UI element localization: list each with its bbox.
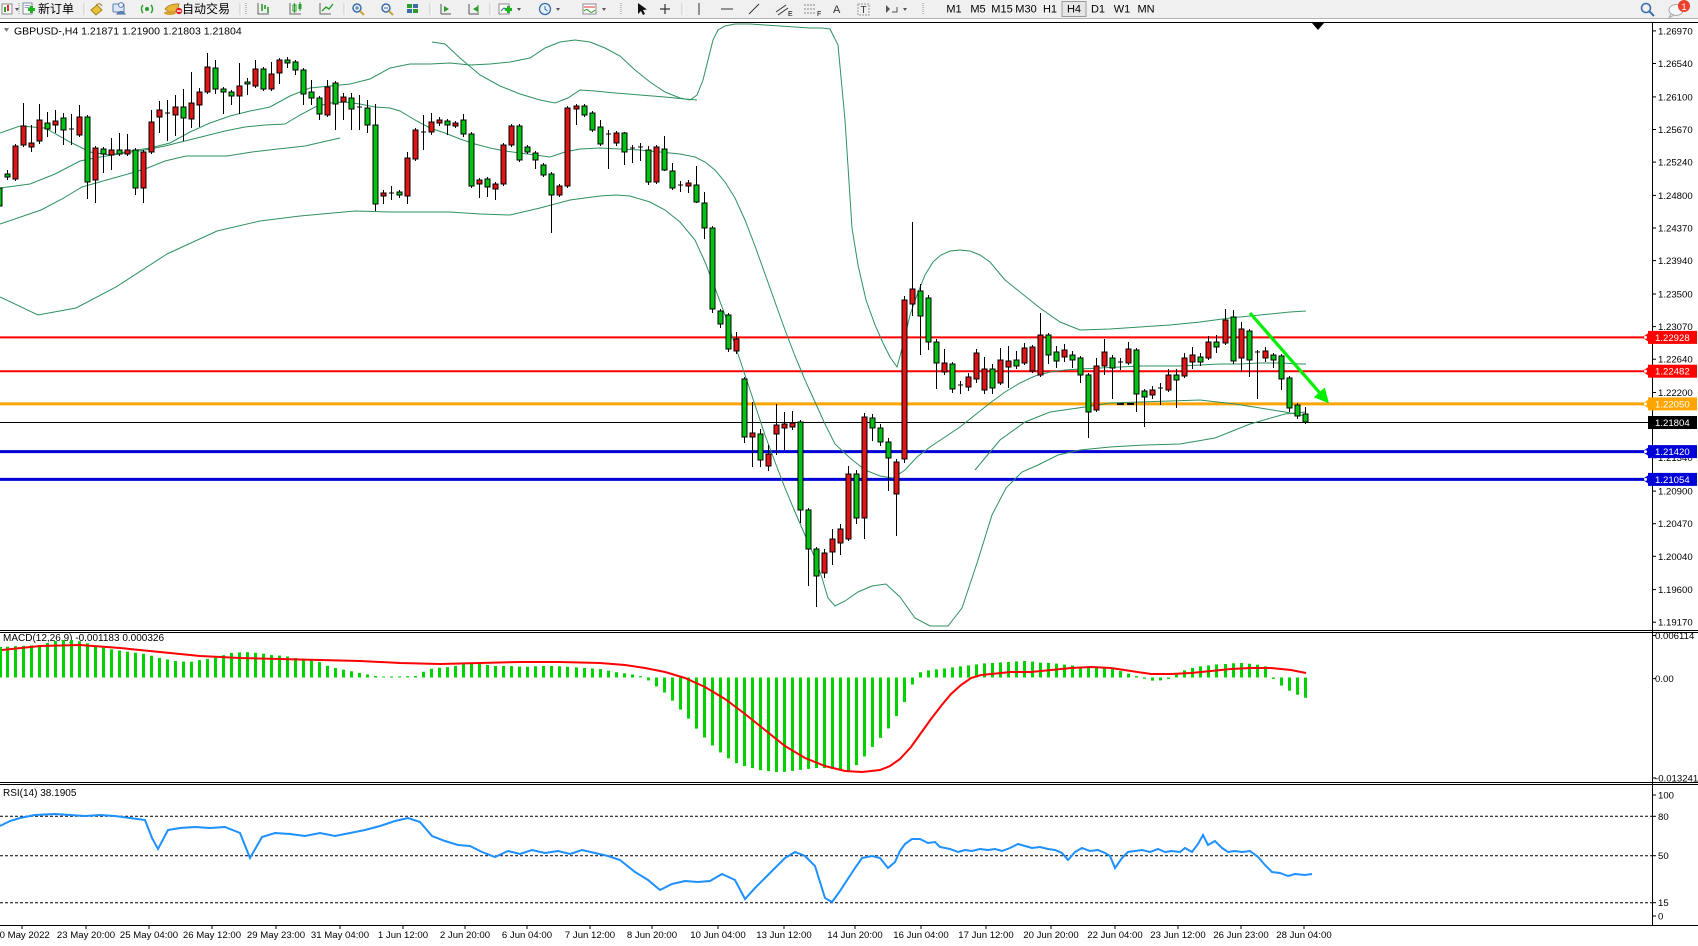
svg-text:E: E bbox=[788, 11, 793, 18]
svg-text:7 Jun 12:00: 7 Jun 12:00 bbox=[565, 930, 615, 941]
svg-text:GBPUSD-,H4 1.21871 1.21900 1.: GBPUSD-,H4 1.21871 1.21900 1.21803 1.218… bbox=[14, 26, 242, 38]
svg-text:T: T bbox=[861, 5, 867, 16]
svg-text:D1: D1 bbox=[1091, 4, 1105, 16]
svg-text:23 May 20:00: 23 May 20:00 bbox=[57, 930, 115, 941]
svg-text:H1: H1 bbox=[1043, 4, 1057, 16]
svg-text:MN: MN bbox=[1137, 4, 1154, 16]
svg-text:23 Jun 12:00: 23 Jun 12:00 bbox=[1150, 930, 1205, 941]
svg-text:0: 0 bbox=[1658, 912, 1663, 923]
svg-text:1.23940: 1.23940 bbox=[1658, 256, 1693, 267]
svg-text:0.00: 0.00 bbox=[1655, 674, 1674, 685]
svg-text:1.19600: 1.19600 bbox=[1658, 585, 1693, 596]
svg-text:1.26540: 1.26540 bbox=[1658, 59, 1693, 70]
svg-text:M5: M5 bbox=[970, 4, 985, 16]
svg-text:1.20040: 1.20040 bbox=[1658, 552, 1693, 563]
svg-text:1.22200: 1.22200 bbox=[1658, 388, 1693, 399]
svg-text:28 Jun 04:00: 28 Jun 04:00 bbox=[1276, 930, 1331, 941]
svg-text:1.20470: 1.20470 bbox=[1658, 519, 1693, 530]
svg-text:M1: M1 bbox=[946, 4, 961, 16]
svg-text:1.22482: 1.22482 bbox=[1655, 367, 1690, 378]
svg-text:H4: H4 bbox=[1067, 4, 1081, 16]
svg-text:1.25240: 1.25240 bbox=[1658, 158, 1693, 169]
svg-text:29 May 23:00: 29 May 23:00 bbox=[247, 930, 305, 941]
svg-text:1.21420: 1.21420 bbox=[1655, 447, 1690, 458]
svg-text:8 Jun 20:00: 8 Jun 20:00 bbox=[627, 930, 677, 941]
svg-text:1.23500: 1.23500 bbox=[1658, 290, 1693, 301]
svg-text:20 Jun 20:00: 20 Jun 20:00 bbox=[1023, 930, 1078, 941]
svg-text:13 Jun 12:00: 13 Jun 12:00 bbox=[756, 930, 811, 941]
svg-text:1.26970: 1.26970 bbox=[1658, 26, 1693, 37]
svg-text:26 Jun 23:00: 26 Jun 23:00 bbox=[1213, 930, 1268, 941]
svg-text:F: F bbox=[817, 11, 821, 18]
svg-text:1.24800: 1.24800 bbox=[1658, 191, 1693, 202]
svg-text:MACD(12,26,9) -0.001183 0.0003: MACD(12,26,9) -0.001183 0.000326 bbox=[3, 633, 164, 644]
svg-text:新订单: 新订单 bbox=[38, 1, 74, 16]
svg-text:17 Jun 12:00: 17 Jun 12:00 bbox=[958, 930, 1013, 941]
svg-text:22 Jun 04:00: 22 Jun 04:00 bbox=[1087, 930, 1142, 941]
svg-text:1.24370: 1.24370 bbox=[1658, 224, 1693, 235]
svg-text:1: 1 bbox=[1681, 2, 1686, 12]
svg-text:1.21804: 1.21804 bbox=[1655, 418, 1690, 429]
svg-text:-0.013241: -0.013241 bbox=[1655, 774, 1698, 785]
svg-text:1.23070: 1.23070 bbox=[1658, 322, 1693, 333]
svg-text:1.21054: 1.21054 bbox=[1655, 475, 1690, 486]
svg-text:1.25670: 1.25670 bbox=[1658, 125, 1693, 136]
svg-text:1.19170: 1.19170 bbox=[1658, 618, 1693, 629]
svg-text:100: 100 bbox=[1658, 791, 1674, 802]
svg-text:1.22640: 1.22640 bbox=[1658, 355, 1693, 366]
svg-text:6 Jun 04:00: 6 Jun 04:00 bbox=[502, 930, 552, 941]
svg-text:16 Jun 04:00: 16 Jun 04:00 bbox=[893, 930, 948, 941]
svg-text:M15: M15 bbox=[991, 4, 1012, 16]
svg-text:A: A bbox=[833, 4, 841, 16]
svg-text:1.26100: 1.26100 bbox=[1658, 92, 1693, 103]
svg-text:31 May 04:00: 31 May 04:00 bbox=[311, 930, 369, 941]
svg-text:M30: M30 bbox=[1015, 4, 1036, 16]
svg-text:RSI(14) 38.1905: RSI(14) 38.1905 bbox=[3, 788, 77, 799]
svg-text:1.20900: 1.20900 bbox=[1658, 487, 1693, 498]
svg-text:20 May 2022: 20 May 2022 bbox=[0, 930, 50, 941]
svg-text:W1: W1 bbox=[1114, 4, 1131, 16]
svg-text:26 May 12:00: 26 May 12:00 bbox=[183, 930, 241, 941]
svg-text:15: 15 bbox=[1658, 898, 1669, 909]
svg-text:1.22050: 1.22050 bbox=[1655, 399, 1690, 410]
svg-text:0.006114: 0.006114 bbox=[1655, 631, 1695, 642]
svg-text:50: 50 bbox=[1658, 851, 1669, 862]
svg-text:1.22928: 1.22928 bbox=[1655, 333, 1690, 344]
svg-text:14 Jun 20:00: 14 Jun 20:00 bbox=[827, 930, 882, 941]
svg-text:2 Jun 20:00: 2 Jun 20:00 bbox=[440, 930, 490, 941]
svg-text:25 May 04:00: 25 May 04:00 bbox=[120, 930, 178, 941]
svg-text:10 Jun 04:00: 10 Jun 04:00 bbox=[690, 930, 745, 941]
svg-text:1.21340: 1.21340 bbox=[1658, 453, 1693, 464]
svg-text:80: 80 bbox=[1658, 812, 1669, 823]
svg-text:自动交易: 自动交易 bbox=[182, 1, 230, 16]
svg-text:1 Jun 12:00: 1 Jun 12:00 bbox=[378, 930, 428, 941]
